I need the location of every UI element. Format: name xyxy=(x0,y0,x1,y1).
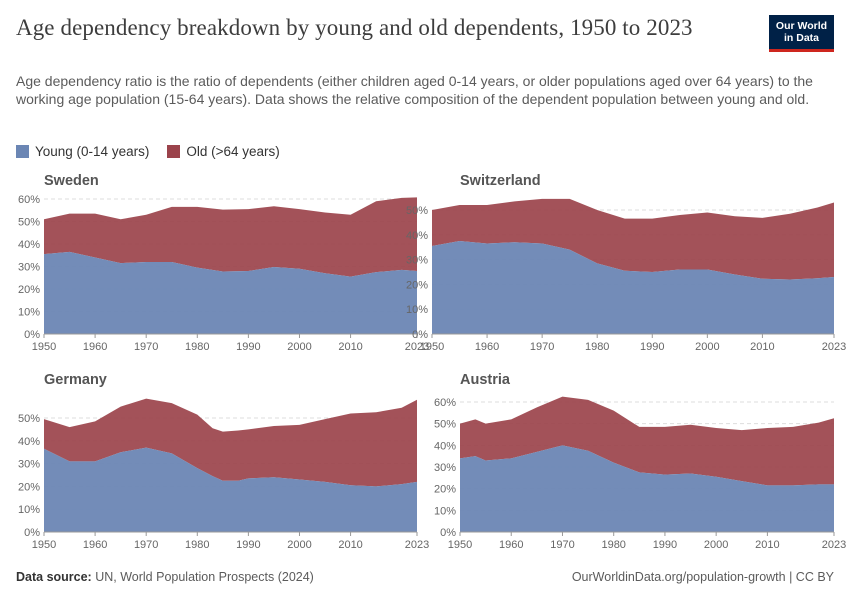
area-old-sweden[interactable] xyxy=(44,197,417,277)
source-label: Data source: xyxy=(16,570,92,584)
panel-title: Austria xyxy=(460,372,511,388)
area-old-austria[interactable] xyxy=(460,396,834,486)
x-tick-label: 2000 xyxy=(287,341,311,353)
chart-panel-switzerland: Switzerland 0% 10% 20% 30% 40% 50% 1950 1960 1970… xyxy=(406,173,846,353)
logo-line-1: Our World xyxy=(775,20,828,32)
legend-item-young[interactable]: Young (0-14 years) xyxy=(16,144,149,159)
x-tick-label: 1990 xyxy=(640,341,664,353)
x-tick-label: 1980 xyxy=(185,539,209,551)
y-tick-label: 0% xyxy=(24,329,40,341)
legend-label-old: Old (>64 years) xyxy=(186,143,280,159)
y-tick-label: 10% xyxy=(18,504,40,516)
y-tick-label: 50% xyxy=(18,413,40,425)
x-tick-label: 1980 xyxy=(585,341,609,353)
y-tick-label: 20% xyxy=(18,284,40,296)
x-tick-label: 2023 xyxy=(405,341,429,353)
x-tick-label: 1990 xyxy=(653,539,677,551)
x-tick-label: 2023 xyxy=(822,341,846,353)
y-tick-label: 50% xyxy=(434,419,456,431)
y-tick-label: 40% xyxy=(18,436,40,448)
area-young-austria[interactable] xyxy=(460,445,834,532)
y-tick-label: 60% xyxy=(18,194,40,206)
x-tick-label: 2023 xyxy=(822,539,846,551)
area-young-sweden[interactable] xyxy=(44,251,417,334)
chart-panel-austria: Austria 0% 10% 20% 30% 40% 50% 60% 1950 1960 1970 1… xyxy=(434,372,846,551)
panel-title: Switzerland xyxy=(460,173,541,189)
x-tick-label: 1960 xyxy=(83,539,107,551)
y-tick-label: 0% xyxy=(24,527,40,539)
y-tick-label: 40% xyxy=(406,230,428,242)
y-tick-label: 30% xyxy=(434,462,456,474)
footer-source: Data source: UN, World Population Prospe… xyxy=(16,570,314,584)
y-tick-label: 30% xyxy=(18,459,40,471)
x-tick-label: 1950 xyxy=(448,539,472,551)
logo-line-2: in Data xyxy=(783,32,819,44)
y-tick-label: 10% xyxy=(18,307,40,319)
panel-title: Sweden xyxy=(44,173,99,189)
x-tick-label: 1970 xyxy=(550,539,574,551)
footer-credit[interactable]: OurWorldinData.org/population-growth | C… xyxy=(571,570,834,584)
legend-swatch-old xyxy=(167,144,181,158)
chart-panel-germany: Germany 0% 10% 20% 30% 40% 50% 1950 1960 1970 1980… xyxy=(18,372,429,551)
x-tick-label: 1990 xyxy=(236,539,260,551)
area-young-switzerland[interactable] xyxy=(432,241,834,334)
x-tick-label: 1960 xyxy=(83,341,107,353)
x-tick-label: 1980 xyxy=(601,539,625,551)
y-tick-label: 0% xyxy=(440,527,456,539)
x-tick-label: 2000 xyxy=(287,539,311,551)
x-tick-label: 2010 xyxy=(338,341,362,353)
x-tick-label: 2023 xyxy=(405,539,429,551)
chart-subtitle: Age dependency ratio is the ratio of dep… xyxy=(16,73,813,107)
x-tick-label: 2000 xyxy=(695,341,719,353)
y-tick-label: 50% xyxy=(18,217,40,229)
x-tick-label: 1970 xyxy=(134,341,158,353)
y-tick-label: 0% xyxy=(412,329,428,341)
chart-title: Age dependency breakdown by young and ol… xyxy=(16,15,693,40)
y-tick-label: 20% xyxy=(18,481,40,493)
y-tick-label: 10% xyxy=(434,505,456,517)
area-young-germany[interactable] xyxy=(44,447,417,532)
x-tick-label: 1960 xyxy=(475,341,499,353)
y-tick-label: 40% xyxy=(18,239,40,251)
owid-logo[interactable]: Our World in Data xyxy=(769,15,834,52)
x-tick-label: 1970 xyxy=(134,539,158,551)
x-tick-label: 1960 xyxy=(499,539,523,551)
y-tick-label: 40% xyxy=(434,440,456,452)
legend-item-old[interactable]: Old (>64 years) xyxy=(167,143,280,159)
area-old-switzerland[interactable] xyxy=(432,198,834,280)
x-tick-label: 2010 xyxy=(338,539,362,551)
y-tick-label: 20% xyxy=(434,484,456,496)
legend-label-young: Young (0-14 years) xyxy=(35,143,150,159)
x-tick-label: 1980 xyxy=(185,341,209,353)
x-tick-label: 2010 xyxy=(755,539,779,551)
x-tick-label: 1950 xyxy=(32,341,56,353)
x-tick-label: 2000 xyxy=(704,539,728,551)
source-text[interactable]: UN, World Population Prospects (2024) xyxy=(95,570,314,584)
x-tick-label: 1970 xyxy=(530,341,554,353)
y-tick-label: 30% xyxy=(18,262,40,274)
legend: Young (0-14 years) Old (>64 years) xyxy=(16,142,298,160)
x-tick-label: 1950 xyxy=(420,341,444,353)
y-tick-label: 20% xyxy=(406,279,428,291)
area-old-germany[interactable] xyxy=(44,398,417,487)
x-tick-label: 1990 xyxy=(236,341,260,353)
legend-swatch-young xyxy=(16,144,29,158)
y-tick-label: 30% xyxy=(406,255,428,267)
y-tick-label: 10% xyxy=(406,304,428,316)
panel-title: Germany xyxy=(44,372,107,388)
x-tick-label: 2010 xyxy=(750,341,774,353)
chart-panel-sweden: Sweden 0% 10% 20% 30% 40% 50% 60% 1950 1960 1970 19… xyxy=(18,173,429,353)
y-tick-label: 50% xyxy=(406,205,428,217)
y-tick-label: 60% xyxy=(434,397,456,409)
x-tick-label: 1950 xyxy=(32,539,56,551)
